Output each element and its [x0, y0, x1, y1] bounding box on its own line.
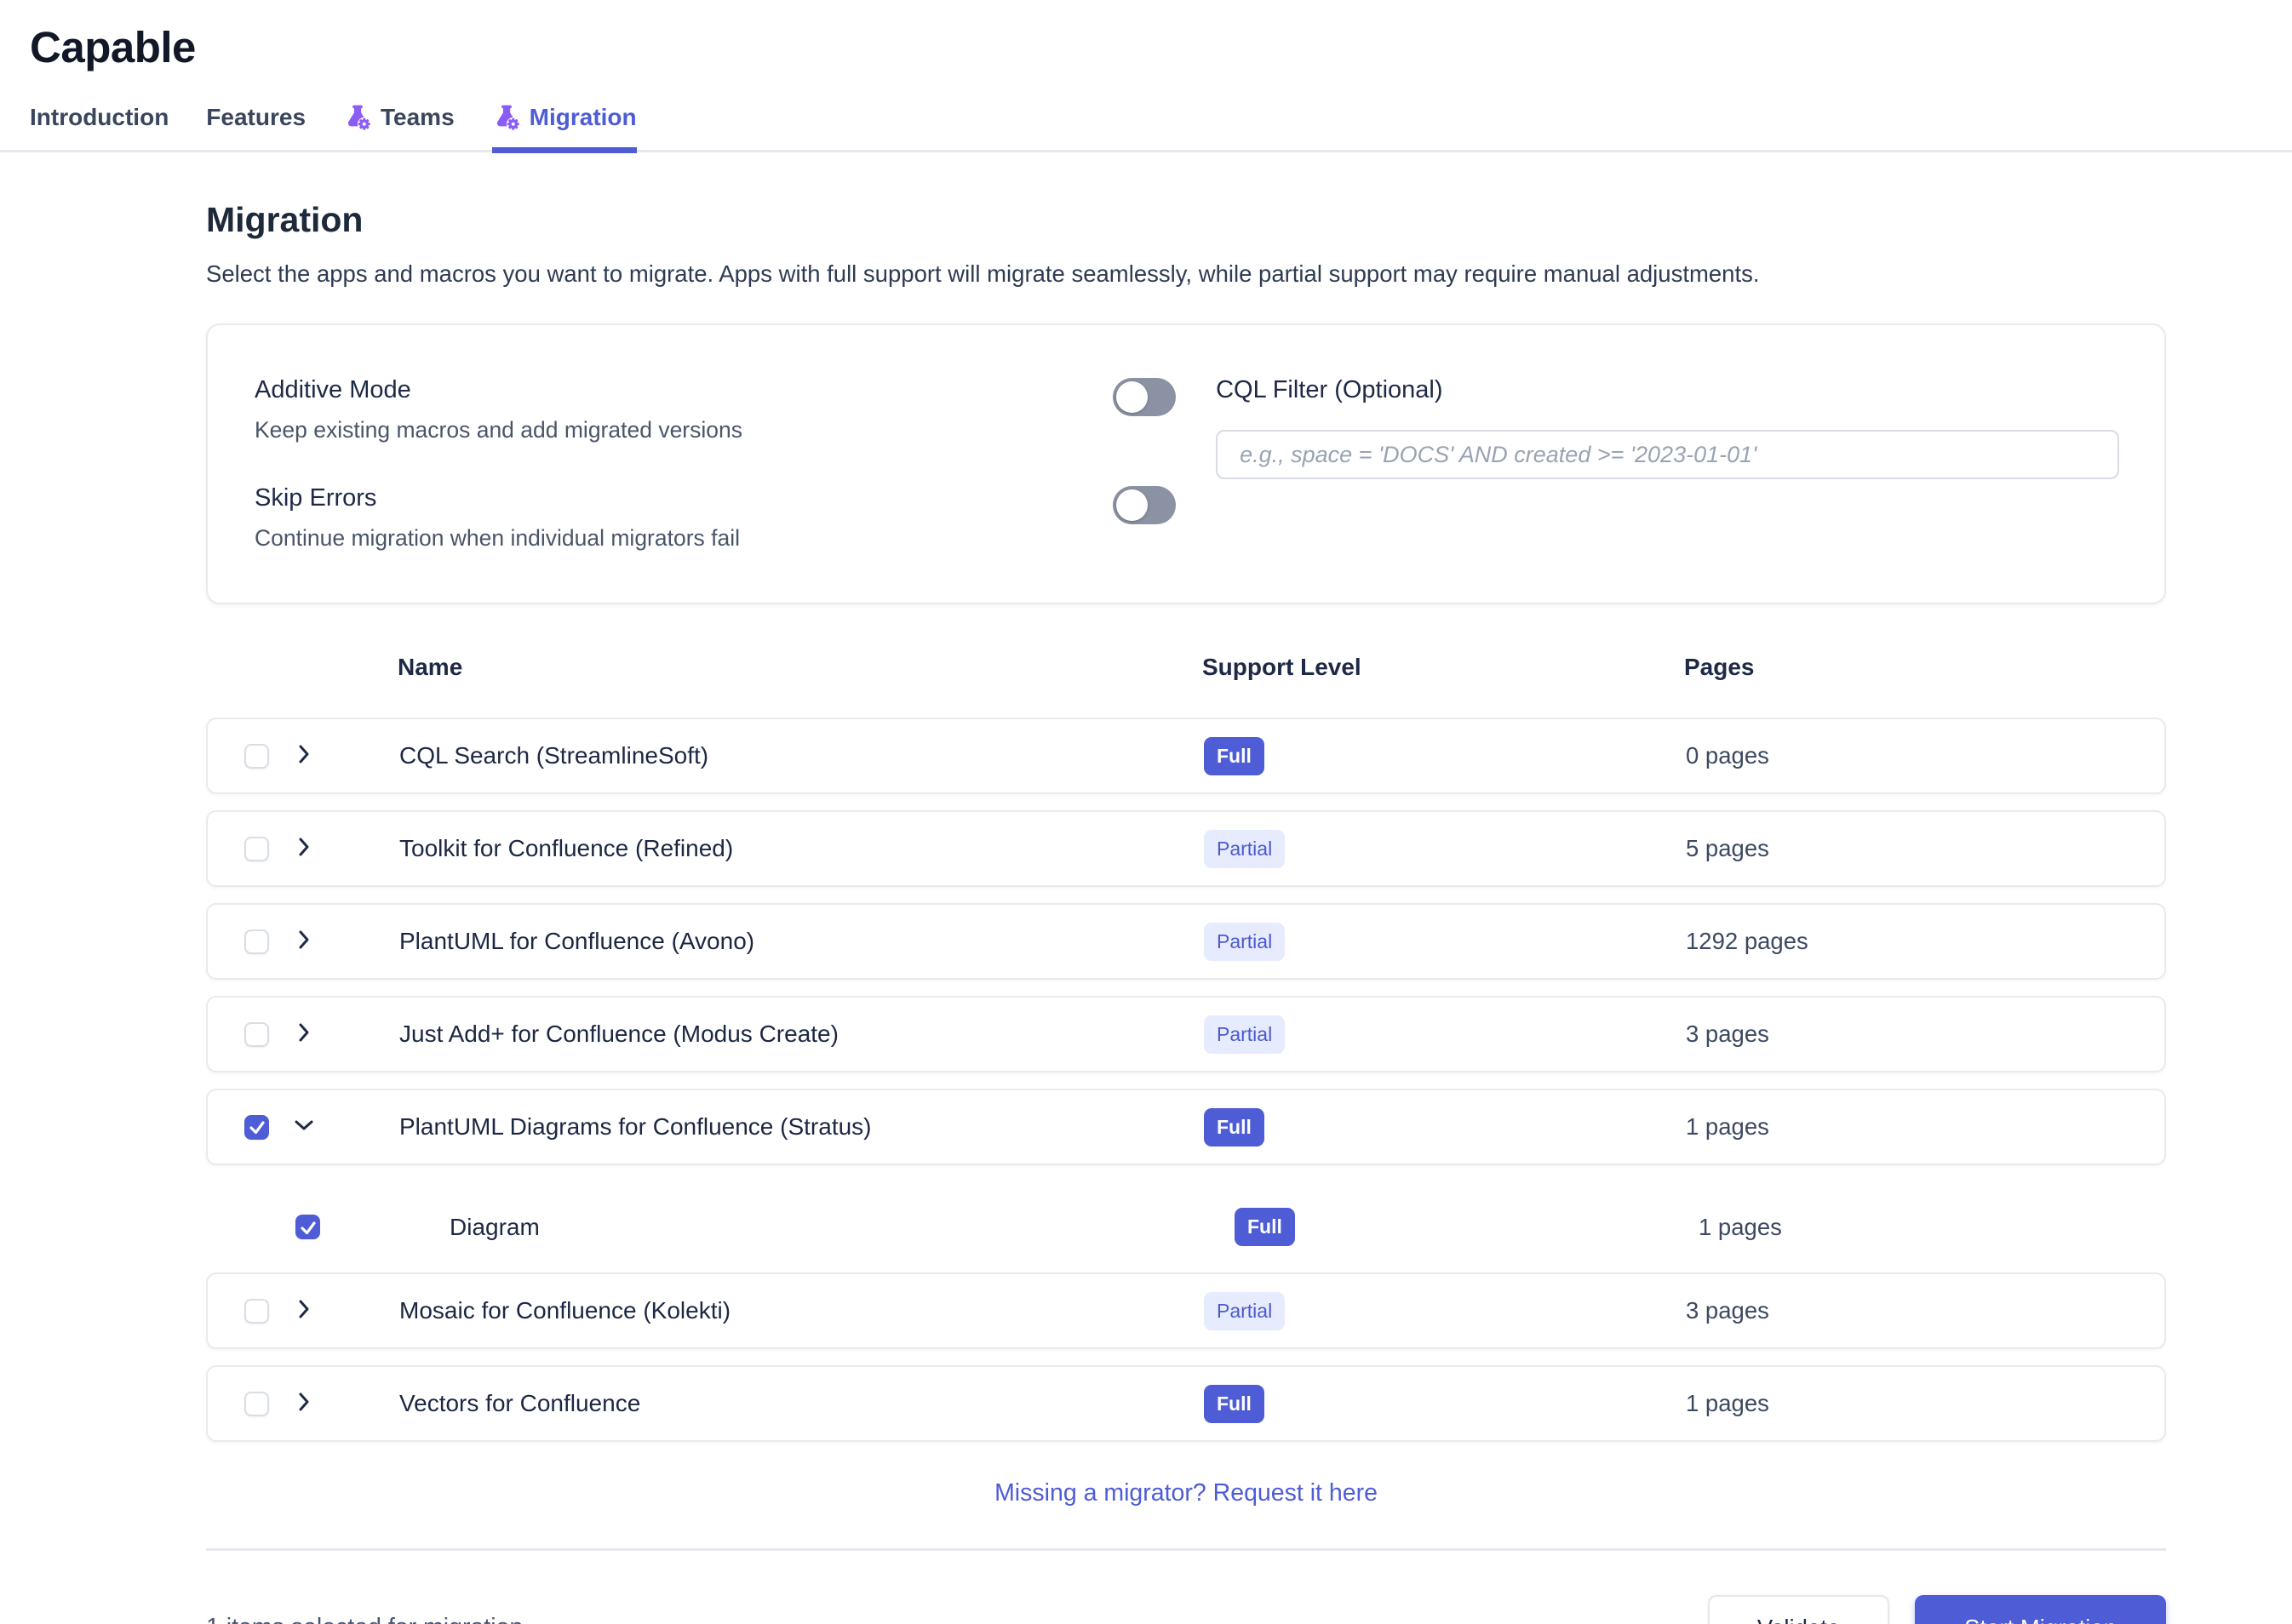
request-link-row: Missing a migrator? Request it here: [206, 1479, 2166, 1507]
page-description: Select the apps and macros you want to m…: [206, 260, 1760, 287]
skip-errors-setting: Skip Errors Continue migration when indi…: [255, 484, 1177, 552]
chevron-right-icon[interactable]: [291, 1389, 317, 1415]
skip-errors-description: Continue migration when individual migra…: [255, 525, 741, 551]
support-badge: Full: [1235, 1208, 1295, 1246]
row-name: CQL Search (StreamlineSoft): [399, 742, 709, 769]
row-checkbox[interactable]: [244, 1391, 269, 1416]
pages-cell: 3 pages: [1686, 1021, 1769, 1047]
page-title: Migration: [206, 200, 364, 239]
migration-settings-card: Additive Mode Keep existing macros and a…: [206, 323, 2166, 604]
tab-migration[interactable]: Migration: [491, 103, 637, 153]
footer-actions: Validate Start Migration: [1707, 1595, 2166, 1624]
check-icon: [300, 1221, 316, 1234]
row-name: Mosaic for Confluence (Kolekti): [399, 1297, 731, 1324]
column-header-name: Name: [398, 654, 463, 680]
row-checkbox[interactable]: [244, 1114, 269, 1140]
check-icon: [249, 1121, 265, 1135]
footer-divider: [206, 1548, 2166, 1551]
chevron-right-icon[interactable]: [291, 1020, 317, 1045]
table-row[interactable]: CQL Search (StreamlineSoft) Full 0 pages: [206, 718, 2166, 794]
footer: 1 items selected for migration Validate …: [206, 1595, 2166, 1624]
chevron-right-icon[interactable]: [291, 1296, 317, 1322]
table-header: Name Support Level Pages: [206, 654, 2166, 681]
pages-cell: 1292 pages: [1686, 928, 1808, 954]
row-checkbox[interactable]: [244, 929, 269, 954]
column-header-support-level: Support Level: [1202, 654, 1361, 680]
table-row[interactable]: Mosaic for Confluence (Kolekti) Partial …: [206, 1272, 2166, 1349]
chevron-down-icon[interactable]: [291, 1112, 317, 1138]
column-header-pages: Pages: [1684, 654, 1755, 680]
tab-teams[interactable]: Teams: [343, 103, 455, 150]
row-name: PlantUML for Confluence (Avono): [399, 928, 755, 954]
tab-migration-label: Migration: [529, 103, 637, 130]
row-name: Just Add+ for Confluence (Modus Create): [399, 1021, 839, 1047]
chevron-right-icon[interactable]: [291, 741, 317, 767]
cql-filter-input[interactable]: [1216, 430, 2119, 479]
row-name: Toolkit for Confluence (Refined): [399, 835, 734, 861]
additive-mode-toggle[interactable]: [1113, 378, 1177, 416]
tab-bar: Introduction Features Teams Migration: [0, 103, 2292, 153]
cql-filter-group: CQL Filter (Optional): [1216, 376, 2119, 552]
tab-features-label: Features: [206, 104, 307, 130]
tab-introduction-label: Introduction: [30, 104, 169, 130]
validate-button[interactable]: Validate: [1707, 1595, 1890, 1624]
table-row[interactable]: Vectors for Confluence Full 1 pages: [206, 1365, 2166, 1442]
settings-left-column: Additive Mode Keep existing macros and a…: [255, 376, 1177, 552]
row-checkbox[interactable]: [244, 1298, 269, 1324]
table-row[interactable]: Just Add+ for Confluence (Modus Create) …: [206, 996, 2166, 1072]
request-migrator-link[interactable]: Missing a migrator? Request it here: [994, 1479, 1378, 1507]
table-row[interactable]: PlantUML Diagrams for Confluence (Stratu…: [206, 1089, 2166, 1165]
additive-mode-text: Additive Mode Keep existing macros and a…: [255, 376, 742, 443]
pages-cell: 1 pages: [1686, 1390, 1769, 1416]
additive-mode-description: Keep existing macros and add migrated ve…: [255, 417, 742, 443]
pages-cell: 1 pages: [1686, 1113, 1769, 1140]
row-name: Vectors for Confluence: [399, 1390, 641, 1416]
start-migration-button[interactable]: Start Migration: [1915, 1595, 2166, 1624]
selection-status: 1 items selected for migration: [206, 1614, 523, 1624]
support-badge: Partial: [1204, 1015, 1286, 1054]
table-row[interactable]: PlantUML for Confluence (Avono) Partial …: [206, 903, 2166, 980]
chevron-right-icon[interactable]: [291, 834, 317, 860]
row-checkbox[interactable]: [244, 743, 269, 769]
flask-gear-icon: [496, 105, 520, 131]
pages-cell: 0 pages: [1686, 742, 1769, 769]
support-badge: Partial: [1204, 829, 1286, 868]
toggle-knob: [1116, 381, 1149, 413]
migration-section: Migration Select the apps and macros you…: [206, 200, 2166, 1624]
page-header: Capable: [0, 0, 2292, 72]
chevron-right-icon[interactable]: [291, 927, 317, 952]
toggle-knob: [1116, 489, 1149, 521]
support-badge: Full: [1204, 1107, 1264, 1147]
skip-errors-toggle[interactable]: [1113, 486, 1177, 524]
additive-mode-label: Additive Mode: [255, 376, 411, 403]
row-checkbox[interactable]: [244, 836, 269, 861]
skip-errors-text: Skip Errors Continue migration when indi…: [255, 484, 740, 552]
pages-cell: 5 pages: [1686, 835, 1769, 861]
support-badge: Full: [1204, 1384, 1264, 1423]
pages-cell: 3 pages: [1686, 1297, 1769, 1324]
additive-mode-setting: Additive Mode Keep existing macros and a…: [255, 376, 1177, 443]
skip-errors-label: Skip Errors: [255, 484, 377, 512]
table-sub-row[interactable]: Diagram Full 1 pages: [206, 1181, 2166, 1272]
cql-filter-label: CQL Filter (Optional): [1216, 376, 1443, 403]
support-badge: Full: [1204, 736, 1264, 775]
row-name: PlantUML Diagrams for Confluence (Stratu…: [399, 1113, 872, 1140]
row-checkbox[interactable]: [295, 1215, 320, 1239]
support-badge: Partial: [1204, 922, 1286, 961]
pages-cell: 1 pages: [1699, 1213, 1782, 1240]
app-title: Capable: [30, 23, 196, 71]
tab-introduction[interactable]: Introduction: [30, 104, 169, 150]
tab-features[interactable]: Features: [206, 104, 306, 150]
row-checkbox[interactable]: [244, 1021, 269, 1047]
support-badge: Partial: [1204, 1291, 1286, 1330]
flask-gear-icon: [347, 105, 371, 131]
table-row[interactable]: Toolkit for Confluence (Refined) Partial…: [206, 810, 2166, 887]
tab-teams-label: Teams: [381, 103, 455, 130]
row-name: Diagram: [450, 1213, 540, 1240]
